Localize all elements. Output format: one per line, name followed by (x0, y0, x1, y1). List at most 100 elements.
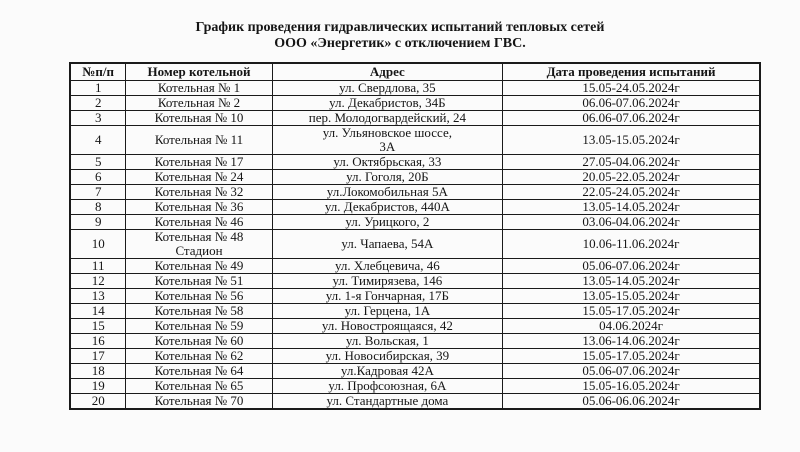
row-number-cell: 13 (69, 288, 127, 304)
test-dates-cell: 05.06-07.06.2024г (502, 363, 761, 379)
boiler-name-cell: Котельная № 2 (125, 95, 273, 111)
table-row: 2 Котельная № 2 ул. Декабристов, 34Б 06.06-… (69, 95, 761, 111)
boiler-name-cell: Котельная № 17 (125, 154, 273, 170)
boiler-name-cell: Котельная № 56 (125, 288, 273, 304)
table-row: 8 Котельная № 36 ул. Декабристов, 440А 13.0… (69, 199, 761, 215)
address-cell: ул. Октябрьская, 33 (271, 154, 504, 170)
table-row: 20 Котельная № 70 ул. Стандартные дома 05.0… (69, 393, 761, 410)
boiler-name-cell: Котельная № 62 (125, 348, 273, 364)
address-cell: ул.Локомобильная 5А (271, 184, 504, 200)
table-row: 10 Котельная № 48 Стадион ул. Чапаева, 54А… (69, 229, 761, 259)
row-number-cell: 18 (69, 363, 127, 379)
boiler-name-cell: Котельная № 49 (125, 258, 273, 274)
test-dates-cell: 06.06-07.06.2024г (502, 95, 761, 111)
test-dates-cell: 27.05-04.06.2024г (502, 154, 761, 170)
row-number-cell: 11 (69, 258, 127, 274)
address-cell: ул. Хлебцевича, 46 (271, 258, 504, 274)
table-body: 1 Котельная № 1 ул. Свердлова, 35 15.05-24.… (69, 80, 761, 410)
table-row: 19 Котельная № 65 ул. Профсоюзная, 6А 15.05… (69, 378, 761, 394)
boiler-name-cell: Котельная № 60 (125, 333, 273, 349)
row-number-cell: 3 (69, 110, 127, 126)
header-row-number: №п/п (69, 62, 127, 81)
header-address: Адрес (271, 62, 504, 81)
boiler-name-cell: Котельная № 51 (125, 273, 273, 289)
row-number-cell: 19 (69, 378, 127, 394)
address-cell: ул. Свердлова, 35 (271, 80, 504, 96)
address-cell: ул. Ульяновское шоссе, 3А (271, 125, 504, 155)
boiler-name-cell: Котельная № 59 (125, 318, 273, 334)
table-row: 6 Котельная № 24 ул. Гоголя, 20Б 20.05-22.0… (69, 169, 761, 185)
row-number-cell: 8 (69, 199, 127, 215)
address-cell: ул. Новосибирская, 39 (271, 348, 504, 364)
test-dates-cell: 06.06-07.06.2024г (502, 110, 761, 126)
address-cell: ул. Стандартные дома (271, 393, 504, 410)
boiler-name-cell: Котельная № 58 (125, 303, 273, 319)
test-dates-cell: 15.05-16.05.2024г (502, 378, 761, 394)
row-number-cell: 14 (69, 303, 127, 319)
address-cell: ул. Герцена, 1А (271, 303, 504, 319)
row-number-cell: 2 (69, 95, 127, 111)
boiler-name-cell: Котельная № 10 (125, 110, 273, 126)
test-dates-cell: 10.06-11.06.2024г (502, 229, 761, 259)
address-cell: ул. Чапаева, 54А (271, 229, 504, 259)
boiler-name-cell: Котельная № 11 (125, 125, 273, 155)
test-dates-cell: 15.05-17.05.2024г (502, 303, 761, 319)
header-test-dates: Дата проведения испытаний (502, 62, 761, 81)
address-cell: пер. Молодогвардейский, 24 (271, 110, 504, 126)
row-number-cell: 1 (69, 80, 127, 96)
test-dates-cell: 04.06.2024г (502, 318, 761, 334)
boiler-name-cell: Котельная № 64 (125, 363, 273, 379)
address-cell: ул.Кадровая 42А (271, 363, 504, 379)
table-row: 7 Котельная № 32 ул.Локомобильная 5А 22.05-… (69, 184, 761, 200)
row-number-cell: 6 (69, 169, 127, 185)
row-number-cell: 9 (69, 214, 127, 230)
address-cell: ул. Вольская, 1 (271, 333, 504, 349)
row-number-cell: 16 (69, 333, 127, 349)
table-row: 17 Котельная № 62 ул. Новосибирская, 39 15.… (69, 348, 761, 364)
row-number-cell: 15 (69, 318, 127, 334)
table-row: 11 Котельная № 49 ул. Хлебцевича, 46 05.06-… (69, 258, 761, 274)
page-title: График проведения гидравлических испытан… (0, 0, 800, 52)
address-cell: ул. Новостроящаяся, 42 (271, 318, 504, 334)
address-cell: ул. Гоголя, 20Б (271, 169, 504, 185)
test-dates-cell: 15.05-24.05.2024г (502, 80, 761, 96)
test-dates-cell: 03.06-04.06.2024г (502, 214, 761, 230)
boiler-name-cell: Котельная № 65 (125, 378, 273, 394)
row-number-cell: 10 (69, 229, 127, 259)
boiler-name-cell: Котельная № 48 Стадион (125, 229, 273, 259)
table-row: 15 Котельная № 59 ул. Новостроящаяся, 42 04… (69, 318, 761, 334)
table-row: 12 Котельная № 51 ул. Тимирязева, 146 13.05… (69, 273, 761, 289)
test-dates-cell: 13.06-14.06.2024г (502, 333, 761, 349)
address-cell: ул. Декабристов, 34Б (271, 95, 504, 111)
address-cell: ул. Урицкого, 2 (271, 214, 504, 230)
hydraulic-tests-schedule-table: №п/п Номер котельной Адрес Дата проведен… (69, 62, 761, 410)
page-title-line-2: ООО «Энергетик» с отключением ГВС. (274, 36, 526, 52)
address-cell: ул. Тимирязева, 146 (271, 273, 504, 289)
test-dates-cell: 13.05-15.05.2024г (502, 288, 761, 304)
row-number-cell: 5 (69, 154, 127, 170)
table-row: 3 Котельная № 10 пер. Молодогвардейский, 2… (69, 110, 761, 126)
test-dates-cell: 20.05-22.05.2024г (502, 169, 761, 185)
table-row: 1 Котельная № 1 ул. Свердлова, 35 15.05-24.… (69, 80, 761, 96)
row-number-cell: 12 (69, 273, 127, 289)
boiler-name-cell: Котельная № 36 (125, 199, 273, 215)
row-number-cell: 20 (69, 393, 127, 410)
table-row: 16 Котельная № 60 ул. Вольская, 1 13.06-14.… (69, 333, 761, 349)
test-dates-cell: 05.06-06.06.2024г (502, 393, 761, 410)
table-row: 14 Котельная № 58 ул. Герцена, 1А 15.05-17.… (69, 303, 761, 319)
table-row: 18 Котельная № 64 ул.Кадровая 42А 05.06-07.… (69, 363, 761, 379)
page-title-line-1: График проведения гидравлических испытан… (195, 20, 605, 35)
row-number-cell: 17 (69, 348, 127, 364)
row-number-cell: 7 (69, 184, 127, 200)
table-row: 13 Котельная № 56 ул. 1-я Гончарная, 17Б 13… (69, 288, 761, 304)
table-row: 9 Котельная № 46 ул. Урицкого, 2 03.06-04.0… (69, 214, 761, 230)
table-row: 4 Котельная № 11 ул. Ульяновское шоссе, 3А… (69, 125, 761, 155)
boiler-name-cell: Котельная № 1 (125, 80, 273, 96)
test-dates-cell: 13.05-15.05.2024г (502, 125, 761, 155)
address-cell: ул. Профсоюзная, 6А (271, 378, 504, 394)
table-row: 5 Котельная № 17 ул. Октябрьская, 33 27.05-… (69, 154, 761, 170)
test-dates-cell: 13.05-14.05.2024г (502, 199, 761, 215)
address-cell: ул. Декабристов, 440А (271, 199, 504, 215)
boiler-name-cell: Котельная № 24 (125, 169, 273, 185)
